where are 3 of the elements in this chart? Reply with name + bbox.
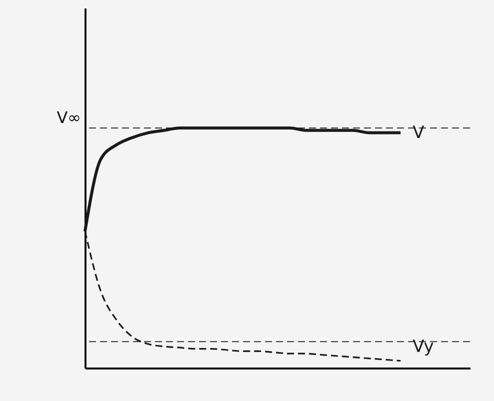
series-label: V <box>412 122 425 143</box>
ref-line-label: V∞ <box>56 108 81 127</box>
series-label: Vy <box>412 336 434 357</box>
